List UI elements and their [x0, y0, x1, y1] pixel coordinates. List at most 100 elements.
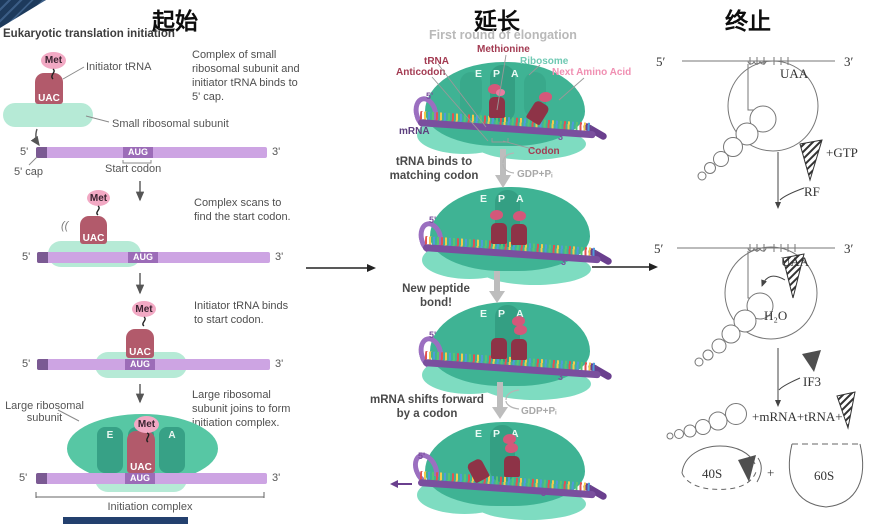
rf-label: RF [804, 184, 820, 199]
large-subunit-label: Large ribosomal subunit [5, 400, 84, 424]
gdp-label: GDP+Pᵢ [517, 169, 553, 180]
p-site-trna [491, 338, 507, 359]
start-codon-aug: AUG [128, 252, 158, 263]
codon-callout: Codon [528, 146, 560, 157]
a-site-trna [511, 224, 527, 245]
a-site-letter: A [511, 68, 519, 80]
ribosome-callout: Ribosome [520, 56, 569, 67]
initiator-trna: UAC [126, 329, 154, 358]
three-prime-label: 3′ [844, 54, 854, 69]
five-prime-cap [37, 359, 48, 370]
if3-label: IF3 [803, 374, 821, 389]
subunit-60s-label: 60S [814, 468, 834, 483]
met-amino-acid: Met [87, 190, 110, 206]
large-subunit-60s [788, 443, 864, 508]
three-prime-label: 3' [272, 146, 281, 158]
five-prime-cap [36, 147, 47, 158]
stop-codon-label: UAA [780, 66, 809, 81]
next-amino-acid-shape [513, 211, 526, 221]
met-amino-acid: Met [132, 301, 156, 317]
a-site-trna [511, 339, 527, 360]
small-ribosomal-subunit [3, 103, 93, 127]
three-prime-label: 3' [558, 132, 566, 142]
corner-banner-decoration [0, 0, 46, 28]
methionine-callout: Methionine [477, 44, 530, 55]
p-site-trna [491, 223, 507, 244]
step4-text: Large ribosomal subunit joins to form in… [192, 389, 291, 430]
five-prime-label: 5' [19, 472, 28, 484]
initiation-complex-label: Initiation complex [107, 501, 193, 513]
release-factor-shape [836, 391, 856, 430]
five-prime-cap-label: 5' cap [14, 166, 44, 178]
five-prime-label: 5' [22, 358, 31, 370]
mrna-strand: AUG [36, 147, 267, 158]
five-prime-label: 5' [426, 91, 434, 101]
mrna-callout: mRNA [399, 126, 430, 137]
e-site-letter: E [480, 308, 488, 320]
step1-text: Complex of small ribosomal subunit and i… [192, 49, 300, 104]
a-site-letter: A [516, 193, 524, 205]
five-prime-cap [37, 252, 48, 263]
ribosome-hydrolysis [677, 244, 835, 367]
five-prime-label: 5' [429, 215, 437, 225]
elongation-heading: First round of elongation [429, 28, 577, 42]
p-site-letter: P [498, 308, 506, 320]
rf-gtp-entry-arrow [775, 139, 823, 209]
p-site-letter: P [493, 428, 501, 440]
small-subunit-label: Small ribosomal subunit [112, 118, 229, 130]
start-codon-label: Start codon [105, 163, 162, 175]
p-site-trna [504, 456, 520, 477]
three-prime-label: 3' [275, 251, 284, 263]
start-codon-aug: AUG [125, 473, 155, 484]
peptide-unit-shape [512, 316, 525, 326]
three-prime-label: 3' [275, 358, 284, 370]
peptide-unit-shape [514, 325, 527, 335]
trna-callout: tRNA [424, 56, 449, 67]
start-codon-aug: AUG [125, 359, 155, 370]
five-prime-label: 5' [22, 251, 31, 263]
a-site-letter: A [511, 428, 519, 440]
start-codon-aug: AUG [123, 147, 153, 158]
five-prime-label: 5' [20, 146, 29, 158]
plus-sign: + [767, 465, 774, 480]
a-site: A [159, 427, 185, 473]
three-prime-label: 3' [558, 372, 566, 382]
release-factor-shape [782, 253, 805, 299]
initiator-trna-label: Initiator tRNA [86, 61, 152, 73]
e-site: E [97, 427, 123, 473]
step2-text: Complex scans to find the start codon. [194, 197, 291, 224]
water-label: H₂O [764, 308, 787, 323]
three-prime-label: 3' [272, 472, 281, 484]
five-prime-label: 5′ [656, 54, 666, 69]
peptide-unit-shape [503, 434, 516, 444]
peptide-unit-shape [505, 443, 518, 453]
next-amino-acid-shape [539, 92, 552, 102]
termination-title: 终止 [725, 9, 771, 34]
step2-label: New peptide bond! [402, 283, 470, 310]
mrna-strand: AUG [37, 252, 270, 263]
released-polypeptide [666, 403, 747, 440]
e-site-letter: E [475, 428, 483, 440]
five-prime-cap [36, 473, 47, 484]
methionine-shape [488, 84, 501, 94]
five-prime-label: 5' [418, 451, 426, 461]
three-prime-label: 3' [561, 257, 569, 267]
termination-diagram: 5′ 3′ UAA +GTP RF 5′ 3′ UAA H [654, 54, 864, 508]
elongation-title: 延长 [474, 9, 520, 34]
release-factor-shape [799, 139, 823, 182]
mrna-shift-arrow [390, 480, 412, 488]
initiator-trna: UAC [35, 73, 63, 104]
if3-entry-arrow [775, 348, 821, 407]
small-subunit-40s [681, 445, 762, 490]
step1-label: tRNA binds to matching codon [389, 156, 479, 183]
initiator-trna: UAC [80, 216, 107, 244]
a-site-letter: A [516, 308, 524, 320]
